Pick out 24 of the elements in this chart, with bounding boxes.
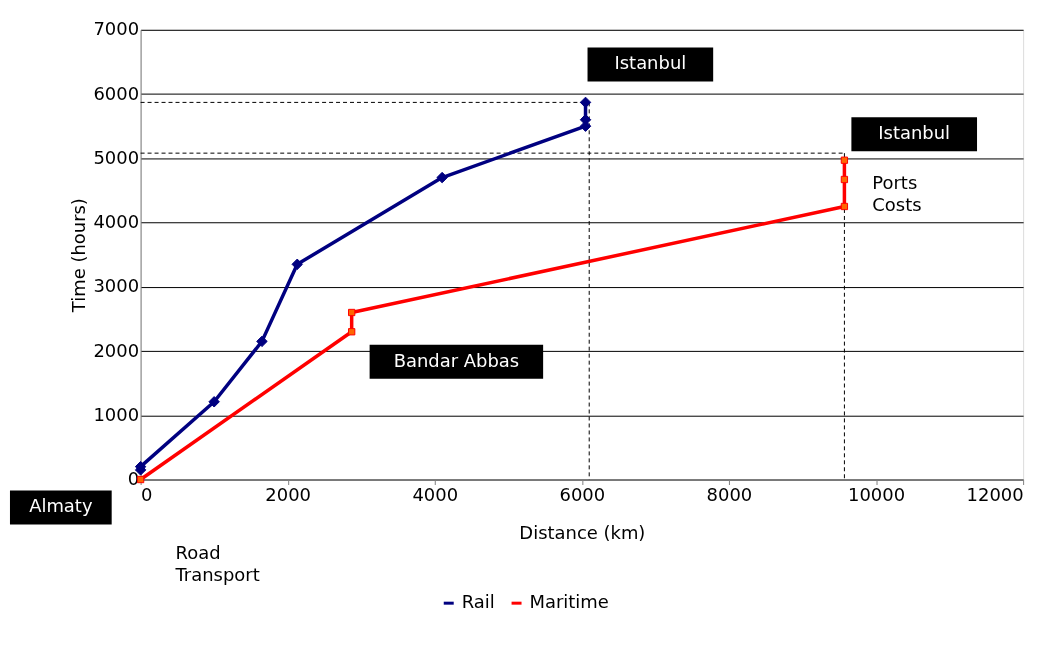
x-tick-label: 12000: [966, 483, 1024, 505]
x-tick-label: 4000: [412, 483, 459, 505]
y-axis-title: Time (hours): [68, 198, 90, 314]
annotation: Istanbul: [614, 52, 687, 74]
x-tick-label: 8000: [706, 483, 753, 505]
y-tick-label: 1000: [93, 403, 140, 425]
y-tick-label: 7000: [93, 18, 140, 40]
y-tick-label: 2000: [93, 339, 140, 361]
y-tick-label: 5000: [93, 146, 140, 168]
legend-label: Rail: [461, 591, 495, 613]
x-tick-label: 6000: [559, 483, 606, 505]
x-axis-title: Distance (km): [519, 521, 646, 543]
x-tick-label: 10000: [848, 483, 906, 505]
annotation: Almaty: [29, 495, 93, 517]
y-tick-label: 0: [127, 468, 140, 490]
y-tick-label: 4000: [93, 211, 140, 233]
x-tick-label: 2000: [265, 483, 312, 505]
annotation: Bandar Abbas: [393, 349, 520, 371]
text: Road Transport: [174, 542, 260, 586]
annotation: Ports Costs: [872, 171, 922, 215]
y-tick-label: 3000: [93, 275, 140, 297]
legend-label: Maritime: [529, 591, 609, 613]
y-tick-label: 6000: [93, 82, 140, 104]
annotation: Istanbul: [878, 122, 951, 144]
